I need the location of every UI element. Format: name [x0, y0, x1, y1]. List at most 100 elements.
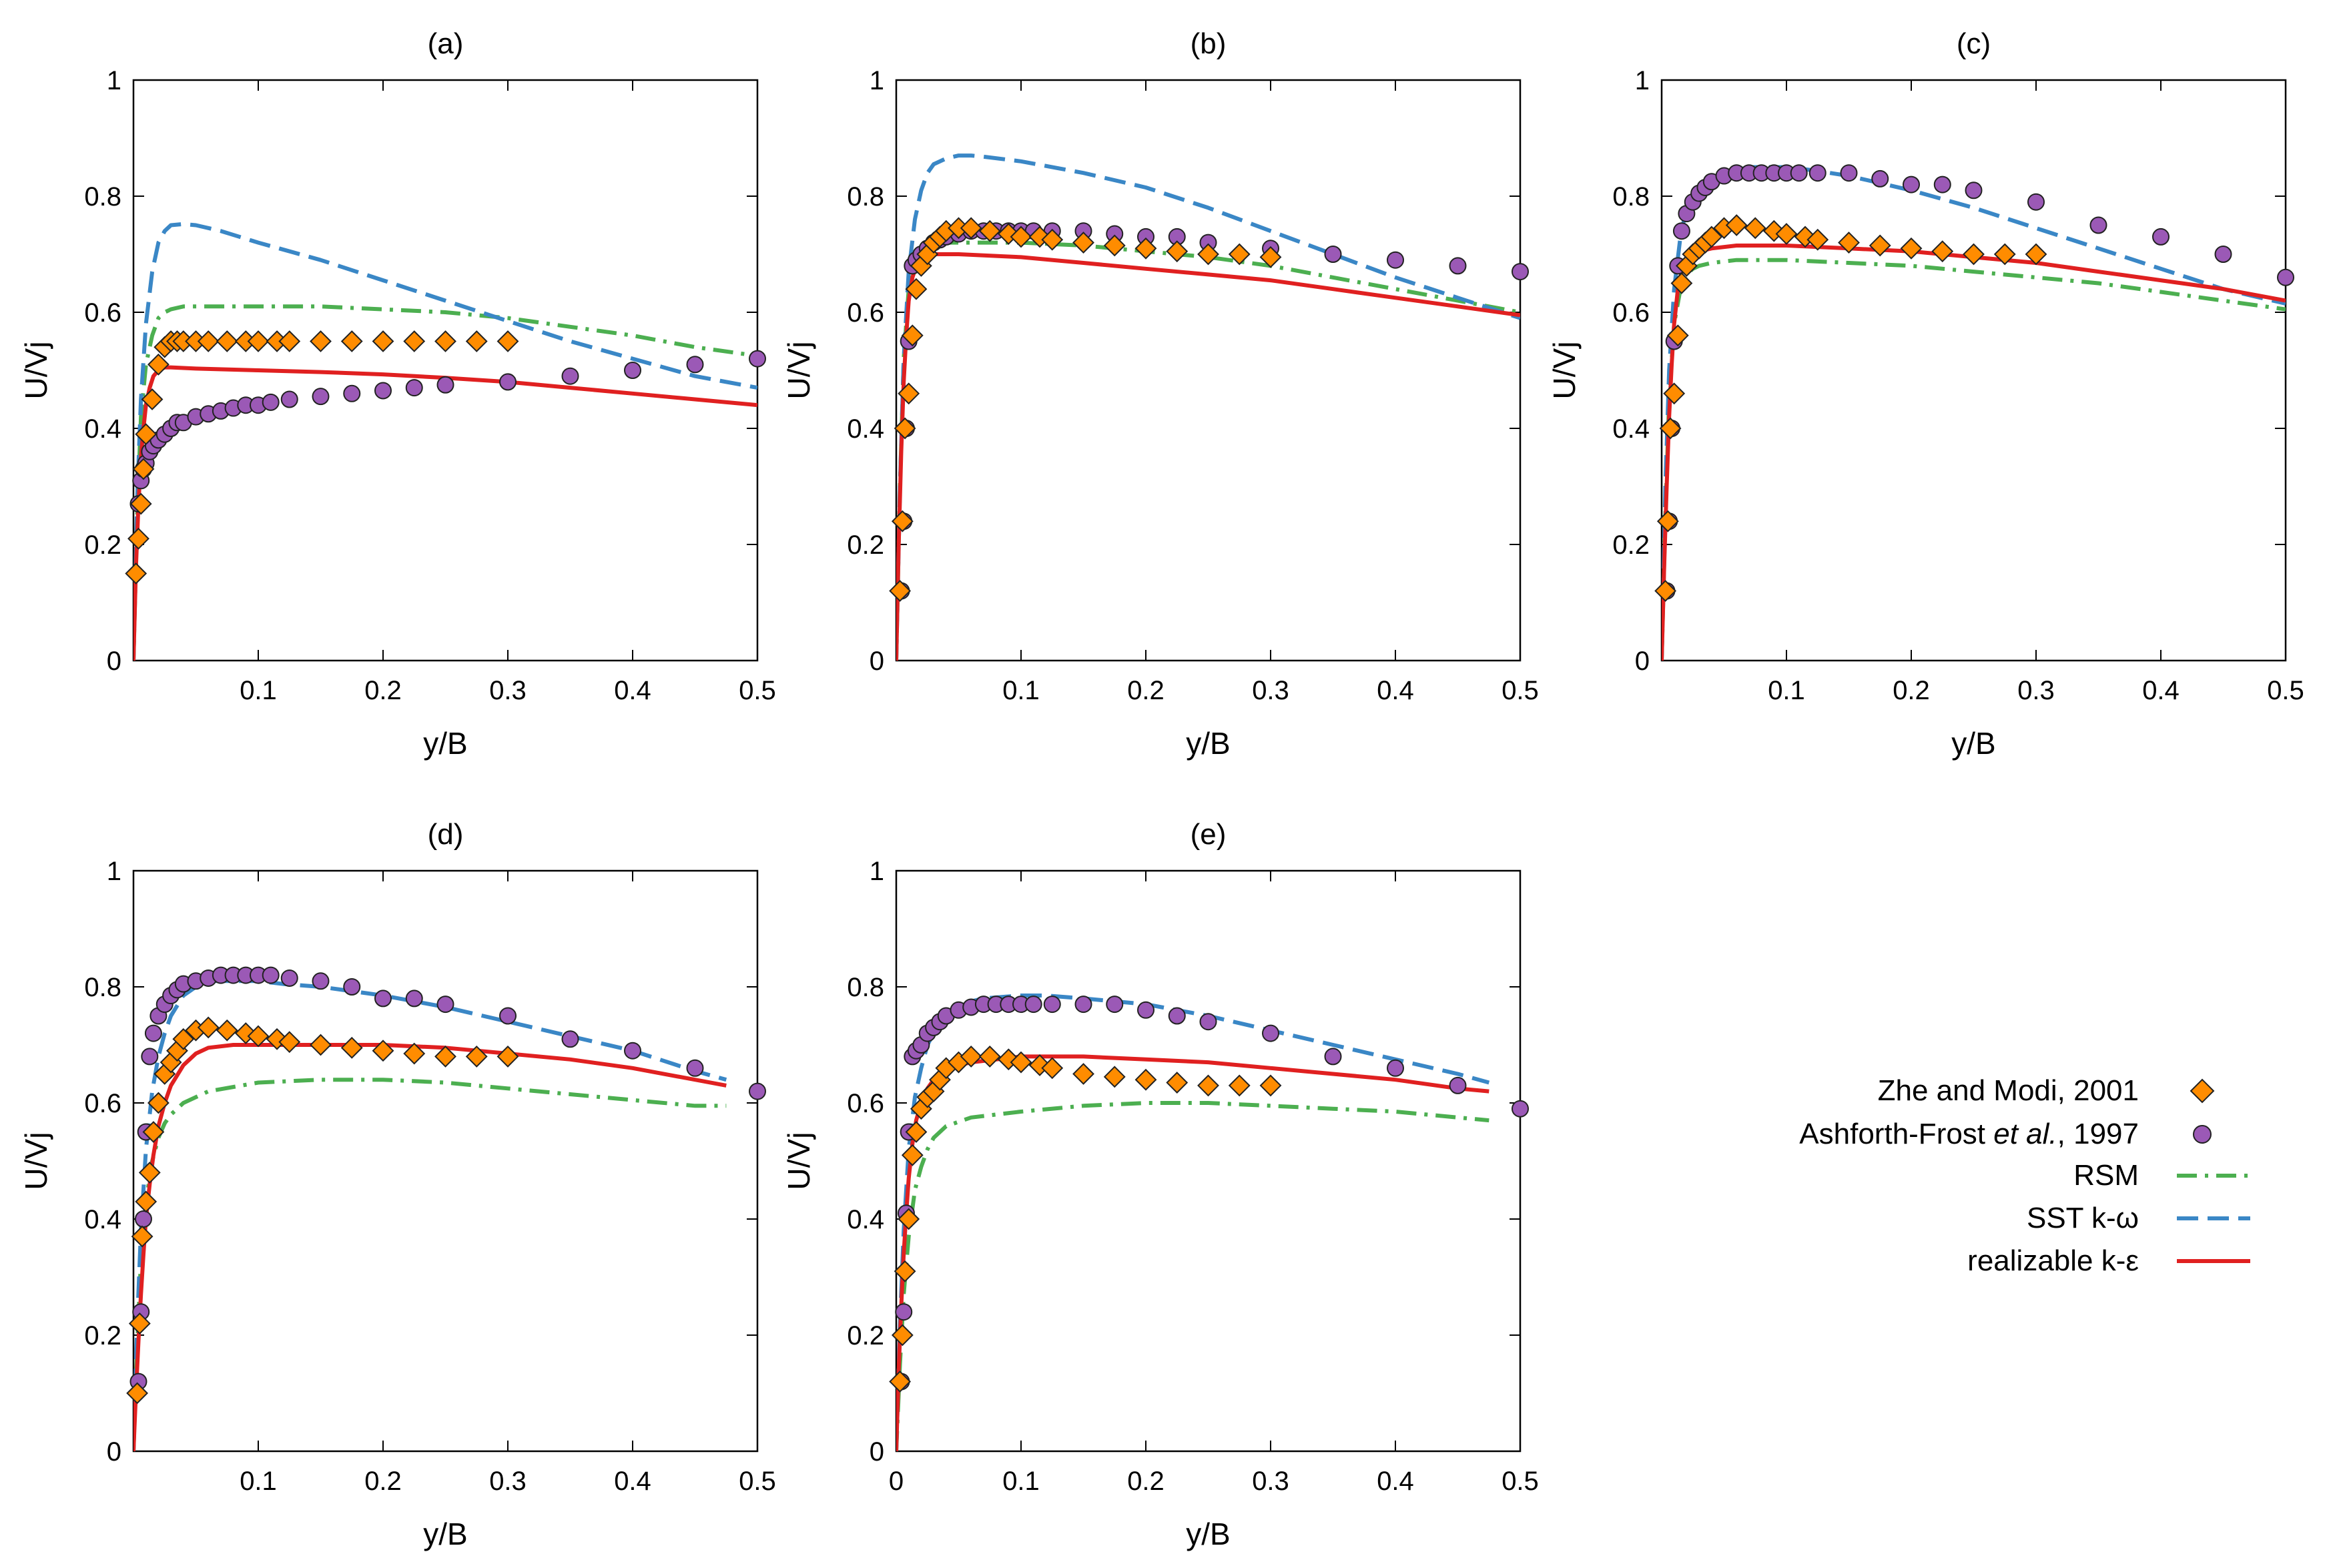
x-tick-label-b-4: 0.5 [1502, 676, 1539, 705]
zhe-point-a-17 [278, 330, 301, 352]
zhe-point-b-2 [894, 417, 916, 440]
zhe-point-b-17 [1041, 228, 1064, 251]
x-tick-label-d-3: 0.4 [614, 1467, 651, 1496]
zhe-point-d-15 [247, 1025, 270, 1048]
zhe-point-e-0 [889, 1370, 912, 1393]
legend: Zhe and Modi, 2001 Ashforth-Frost et al.… [1799, 1074, 2250, 1277]
x-tick-label-a-0: 0.1 [240, 676, 277, 705]
ashforth-point-d-20 [343, 978, 361, 996]
series-line-solid-d [133, 1043, 727, 1451]
y-tick-label-a-4: 0.8 [84, 182, 121, 212]
zhe-point-d-24 [496, 1045, 519, 1068]
y-tick-label-c-4: 0.8 [1612, 182, 1650, 212]
ashforth-point-d-26 [624, 1042, 641, 1060]
panel-title-d: (d) [428, 818, 464, 851]
ashforth-point-a-24 [499, 373, 517, 391]
ashforth-point-b-25 [1324, 246, 1342, 263]
ashforth-point-e-23 [1199, 1013, 1217, 1031]
ashforth-point-e-22 [1168, 1007, 1186, 1025]
zhe-point-d-4 [138, 1161, 161, 1184]
zhe-point-c-15 [1775, 223, 1798, 245]
ashforth-point-e-27 [1449, 1076, 1467, 1094]
zhe-point-d-17 [278, 1031, 301, 1054]
zhe-point-b-15 [1010, 226, 1032, 248]
series-line-dashdot-c [1662, 258, 2286, 661]
zhe-point-a-15 [247, 330, 270, 352]
x-tick-label-c-2: 0.3 [2017, 676, 2055, 705]
zhe-point-c-0 [1654, 580, 1677, 603]
x-tick-label-a-4: 0.5 [739, 676, 776, 705]
zhe-point-a-13 [216, 330, 238, 352]
y-tick-label-a-1: 0.2 [84, 530, 121, 560]
zhe-point-a-1 [127, 527, 149, 550]
y-tick-label-c-5: 1 [1635, 66, 1650, 95]
legend-label-ashforth-italic: et al. [1993, 1118, 2057, 1150]
ashforth-point-b-26 [1387, 251, 1404, 269]
panel-title-a: (a) [428, 27, 464, 60]
zhe-point-a-22 [434, 330, 456, 352]
y-tick-label-a-0: 0 [107, 647, 121, 676]
y-tick-label-c-2: 0.4 [1612, 414, 1650, 444]
zhe-point-d-23 [465, 1045, 488, 1068]
zhe-point-b-4 [901, 324, 924, 347]
legend-label-rsm: RSM [2073, 1159, 2139, 1192]
series-line-solid-e [896, 1054, 1489, 1451]
ashforth-point-e-18 [1043, 996, 1061, 1014]
ashforth-point-e-19 [1074, 996, 1092, 1014]
legend-label-ashforth: Ashforth-Frost et al., 1997 [1799, 1118, 2139, 1150]
ashforth-point-d-22 [405, 990, 423, 1008]
x-tick-label-c-0: 0.1 [1768, 676, 1805, 705]
x-tick-label-c-3: 0.4 [2142, 676, 2180, 705]
zhe-point-a-2 [129, 492, 152, 515]
y-tick-label-d-0: 0 [107, 1437, 121, 1467]
y-tick-label-a-3: 0.6 [84, 298, 121, 328]
x-tick-label-e-3: 0.3 [1252, 1467, 1289, 1496]
y-axis-label-c: U/Vj [1547, 342, 1582, 400]
y-tick-label-d-1: 0.2 [84, 1321, 121, 1350]
series-line-solid-c [1662, 244, 2286, 661]
x-axis-label-e: y/B [1186, 1517, 1230, 1551]
plot-frame-d [132, 869, 759, 1453]
ashforth-point-e-17 [1024, 996, 1042, 1014]
x-tick-label-b-1: 0.2 [1127, 676, 1165, 705]
zhe-point-e-12 [960, 1045, 982, 1068]
zhe-point-c-12 [1725, 214, 1748, 236]
zhe-point-b-23 [1228, 243, 1251, 266]
panel-title-c: (c) [1957, 27, 1991, 60]
legend-label-sst: SST k-ω [2027, 1202, 2139, 1234]
ashforth-point-e-21 [1137, 1001, 1154, 1019]
plot-frame-e [895, 869, 1522, 1453]
ashforth-point-a-20 [343, 384, 361, 402]
zhe-point-e-2 [894, 1260, 916, 1282]
zhe-point-e-20 [1134, 1068, 1157, 1091]
zhe-point-c-20 [1900, 237, 1923, 260]
ashforth-point-d-5 [144, 1024, 162, 1042]
zhe-point-b-21 [1166, 240, 1189, 263]
zhe-point-e-17 [1041, 1057, 1064, 1080]
x-tick-label-e-5: 0.5 [1502, 1467, 1539, 1496]
zhe-point-e-13 [978, 1045, 1001, 1068]
ashforth-point-a-28 [749, 350, 766, 368]
ashforth-point-a-25 [561, 367, 579, 385]
zhe-point-d-5 [142, 1121, 165, 1143]
zhe-point-d-18 [310, 1034, 332, 1056]
plot-frame-b [895, 79, 1522, 662]
zhe-point-b-0 [889, 580, 912, 603]
ashforth-point-e-1 [895, 1303, 913, 1321]
zhe-point-a-6 [147, 353, 170, 376]
ashforth-point-c-26 [2152, 228, 2170, 246]
ashforth-point-e-25 [1324, 1048, 1342, 1066]
ashforth-point-e-26 [1387, 1059, 1404, 1077]
zhe-point-c-19 [1869, 234, 1891, 257]
x-tick-label-c-4: 0.5 [2267, 676, 2304, 705]
series-line-dashdot-d [133, 1078, 727, 1451]
series-line-dashdot-e [896, 1101, 1489, 1451]
ashforth-point-c-20 [1871, 169, 1889, 187]
zhe-point-d-20 [372, 1040, 394, 1062]
x-tick-label-d-2: 0.3 [489, 1467, 527, 1496]
x-axis-label-d: y/B [423, 1517, 467, 1551]
ashforth-point-d-24 [499, 1007, 517, 1025]
ashforth-point-a-27 [686, 356, 704, 374]
zhe-point-a-5 [141, 388, 163, 410]
x-tick-label-e-2: 0.2 [1127, 1467, 1165, 1496]
